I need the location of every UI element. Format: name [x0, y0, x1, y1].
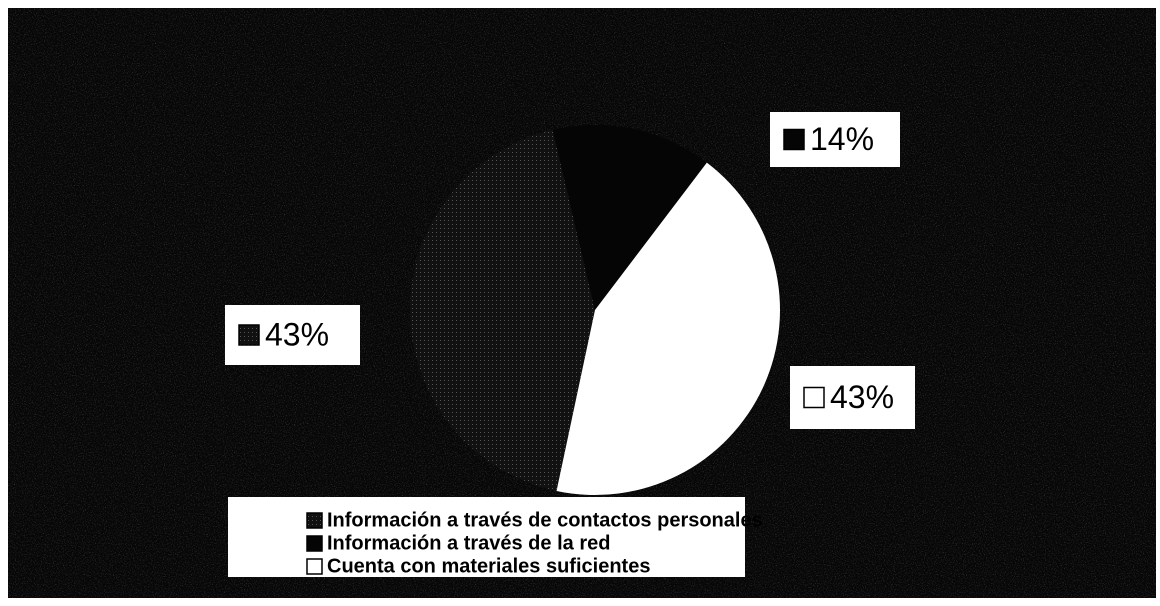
- legend-swatch: [306, 558, 323, 575]
- label-swatch: [803, 386, 825, 409]
- label-swatch: [238, 324, 260, 346]
- legend-swatch: [306, 535, 323, 552]
- pie-slice: [410, 129, 595, 491]
- legend-swatch: [306, 512, 323, 529]
- label-swatch: [783, 128, 805, 151]
- legend-label: Información a través de contactos person…: [327, 509, 763, 531]
- data-label: 43%: [265, 316, 329, 352]
- data-label: 43%: [830, 379, 894, 415]
- pie-slice: [556, 162, 780, 495]
- pie-slice: [552, 124, 707, 310]
- data-label: 14%: [810, 121, 874, 157]
- legend-label: Información a través de la red: [327, 532, 610, 554]
- legend-label: Cuenta con materiales suficientes: [327, 555, 650, 577]
